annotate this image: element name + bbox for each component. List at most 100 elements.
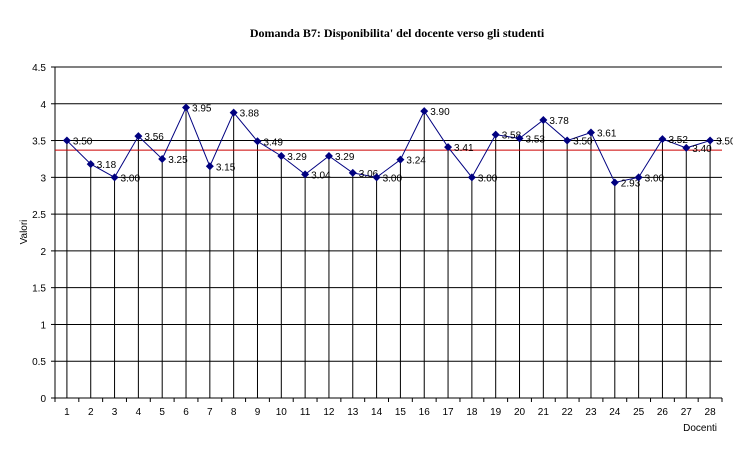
x-tick-label: 24 [609,407,621,418]
y-tick-label: 3.5 [32,137,46,148]
x-tick-label: 1 [64,407,70,418]
y-tick-label: 1 [40,320,46,331]
x-tick-label: 20 [514,407,526,418]
data-label: 3.52 [668,135,688,146]
data-label: 3.50 [716,137,733,148]
data-label: 3.41 [454,143,474,154]
y-tick-label: 1.5 [32,284,46,295]
data-point [182,103,191,112]
data-label: 3.61 [597,128,617,139]
x-axis-label: Docenti [683,423,717,434]
data-label: 3.00 [383,173,403,184]
data-point [253,137,262,146]
y-tick-label: 4 [40,100,46,111]
x-tick-label: 18 [466,407,478,418]
data-point [658,135,667,144]
data-label: 3.29 [335,152,355,163]
chart-title: Domanda B7: Disponibilita' del docente v… [250,26,545,40]
data-point [301,170,310,179]
x-tick-label: 27 [681,407,693,418]
x-tick-label: 15 [395,407,407,418]
data-label: 3.00 [121,173,141,184]
x-tick-label: 25 [633,407,645,418]
data-point [205,162,214,171]
data-label: 3.95 [192,103,212,114]
data-label: 3.00 [478,173,498,184]
data-label: 3.49 [263,137,283,148]
data-label: 2.93 [621,178,641,189]
data-label: 3.18 [97,160,117,171]
data-label: 3.40 [692,144,712,155]
data-point [610,178,619,187]
data-label: 3.78 [549,116,569,127]
data-label: 3.53 [526,134,546,145]
x-tick-label: 9 [255,407,261,418]
x-tick-label: 12 [323,407,335,418]
x-tick-label: 4 [136,407,142,418]
data-point [634,173,643,182]
data-point [491,130,500,139]
x-tick-label: 6 [183,407,189,418]
data-point [62,136,71,145]
data-point [372,173,381,182]
data-point [706,136,715,145]
x-tick-label: 8 [231,407,237,418]
data-label: 3.24 [406,156,426,167]
data-point [324,152,333,161]
data-label: 3.58 [502,131,522,142]
data-point [158,154,167,163]
data-point [86,160,95,169]
data-point [563,136,572,145]
x-tick-label: 13 [347,407,359,418]
data-point [586,128,595,137]
data-point [420,107,429,116]
data-point [229,108,238,117]
y-tick-label: 3 [40,173,46,184]
x-tick-label: 19 [490,407,502,418]
data-label: 3.29 [287,152,307,163]
data-point [444,143,453,152]
data-label: 3.25 [168,155,188,166]
data-label: 3.50 [573,137,593,148]
data-point [277,152,286,161]
y-tick-label: 2 [40,247,46,258]
data-label: 3.90 [430,107,450,118]
x-tick-label: 2 [88,407,94,418]
x-tick-label: 11 [300,407,311,418]
x-tick-label: 17 [442,407,454,418]
data-label: 3.56 [144,132,164,143]
data-label: 3.04 [311,170,331,181]
x-tick-label: 16 [419,407,431,418]
data-point [467,173,476,182]
data-point [134,132,143,141]
y-axis-label: Valori [19,220,30,245]
data-point [515,134,524,143]
data-label: 3.15 [216,162,236,173]
x-tick-label: 28 [705,407,717,418]
y-tick-label: 0 [40,394,46,405]
data-label: 3.50 [73,137,93,148]
data-point [110,173,119,182]
data-point [539,115,548,124]
data-label: 3.06 [359,169,379,180]
x-tick-label: 26 [657,407,669,418]
data-point [348,168,357,177]
x-tick-label: 3 [112,407,118,418]
data-point [396,155,405,164]
data-label: 3.00 [645,173,665,184]
y-tick-label: 0.5 [32,357,46,368]
x-tick-label: 10 [276,407,288,418]
data-label: 3.88 [240,109,260,120]
data-point [682,143,691,152]
x-tick-label: 21 [538,407,550,418]
y-tick-label: 2.5 [32,210,46,221]
x-tick-label: 7 [207,407,213,418]
x-tick-label: 5 [159,407,165,418]
x-tick-label: 23 [585,407,597,418]
y-tick-label: 4.5 [32,63,46,74]
x-tick-label: 14 [371,407,383,418]
series-line [66,106,711,184]
x-tick-label: 22 [562,407,574,418]
